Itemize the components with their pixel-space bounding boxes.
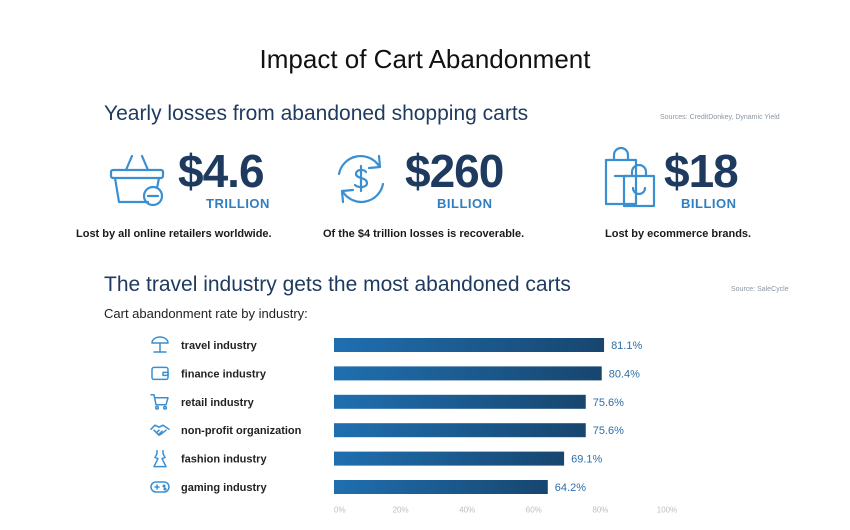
category-label: travel industry — [181, 340, 258, 352]
section-travel-title: The travel industry gets the most abando… — [104, 273, 571, 296]
section-travel-source: Source: SaleCycle — [731, 286, 789, 293]
chart-subtitle: Cart abandonment rate by industry: — [104, 306, 308, 321]
bar — [334, 423, 586, 438]
chart-row: non-profit organization 75.6% — [150, 423, 624, 438]
category-label: non-profit organization — [181, 425, 302, 437]
value-label: 64.2% — [555, 482, 586, 494]
beach-umbrella-icon — [151, 336, 169, 353]
stat-description: Lost by all online retailers worldwide. — [76, 228, 272, 240]
stat-description: Of the $4 trillion losses is recoverable… — [323, 228, 525, 240]
x-tick-label: 0% — [334, 505, 346, 514]
stat-unit: BILLION — [681, 196, 737, 211]
bar — [334, 480, 548, 494]
shopping-cart-icon — [150, 394, 169, 410]
section-losses-title: Yearly losses from abandoned shopping ca… — [104, 102, 529, 125]
shopping-bags-icon — [602, 146, 660, 215]
gamepad-icon — [150, 481, 170, 493]
bar — [334, 366, 602, 381]
x-tick-label: 40% — [459, 505, 475, 514]
value-label: 80.4% — [609, 368, 640, 380]
wallet-icon — [151, 366, 169, 381]
shopping-basket-minus-icon — [106, 148, 168, 215]
page-title: Impact of Cart Abandonment — [259, 44, 591, 74]
stat-unit: TRILLION — [206, 196, 270, 211]
stat-value: $260 — [405, 145, 504, 197]
chart-row: retail industry 75.6% — [150, 394, 624, 410]
x-tick-label: 100% — [657, 505, 677, 514]
stat-unit: BILLION — [437, 196, 493, 211]
category-label: fashion industry — [181, 454, 267, 466]
x-tick-label: 60% — [526, 505, 542, 514]
x-tick-label: 20% — [393, 505, 409, 514]
stat-billion-recoverable: $260 BILLION Of the $4 trillion losses i… — [323, 140, 553, 250]
stat-description: Lost by ecommerce brands. — [605, 228, 752, 240]
bar — [334, 394, 586, 409]
chart-row: gaming industry 64.2% — [150, 480, 586, 494]
stat-billion-ecommerce: $18 BILLION Lost by ecommerce brands. — [598, 140, 798, 250]
category-label: gaming industry — [181, 482, 267, 494]
value-label: 75.6% — [593, 397, 624, 409]
chart-row: fashion industry 69.1% — [153, 449, 603, 468]
bar — [334, 338, 605, 352]
bar — [334, 451, 565, 466]
handshake-icon — [150, 424, 170, 436]
dress-icon — [153, 449, 167, 468]
stat-value: $18 — [664, 145, 739, 197]
category-label: retail industry — [181, 397, 255, 409]
value-label: 69.1% — [571, 454, 602, 466]
dollar-refresh-icon — [327, 148, 395, 215]
value-label: 81.1% — [611, 340, 642, 352]
chart-row: finance industry 80.4% — [151, 366, 640, 381]
chart-row: travel industry 81.1% — [151, 336, 642, 353]
section-losses-source: Sources: CreditDonkey, Dynamic Yield — [660, 114, 780, 121]
abandonment-bar-chart: travel industry 81.1% finance industry 80.4… — [150, 336, 677, 514]
category-label: finance industry — [181, 368, 267, 380]
value-label: 75.6% — [593, 425, 624, 437]
stat-value: $4.6 — [178, 145, 265, 197]
stat-trillion: $4.6 TRILLION Lost by all online retaile… — [76, 140, 306, 250]
x-tick-label: 80% — [592, 505, 608, 514]
